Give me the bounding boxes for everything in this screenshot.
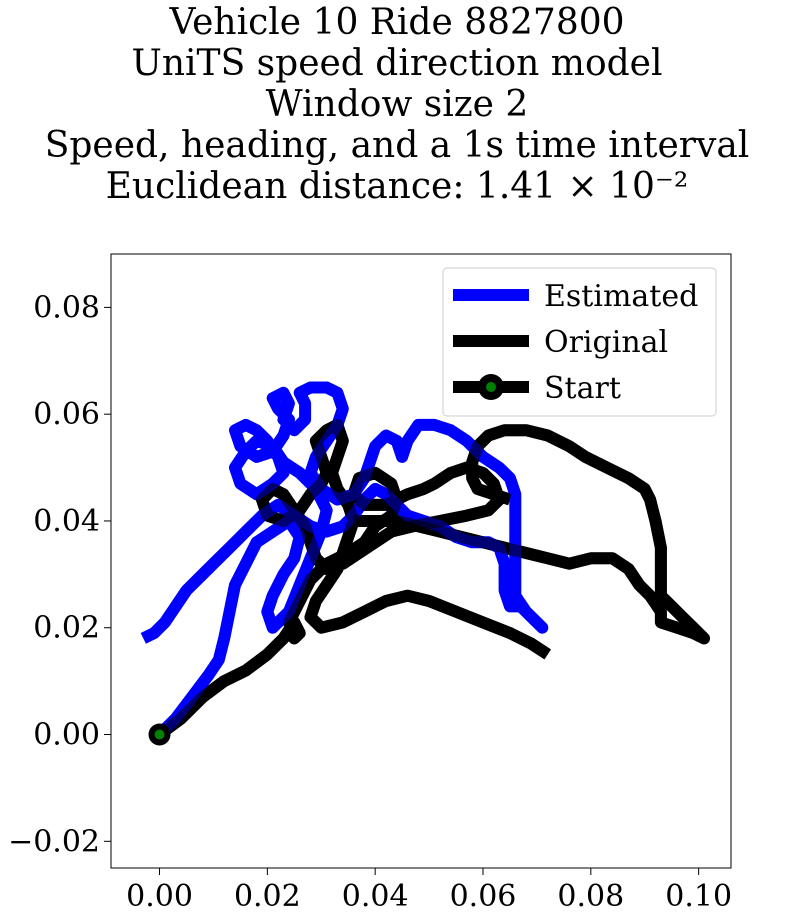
- axes-layer: 0.00 0.02 0.04 0.06 0.08 0.10 −0.02 0.00 0.02 0.0…: [8, 290, 732, 914]
- title-line-5: Euclidean distance: 1.41 × 10⁻²: [105, 166, 689, 207]
- legend-box: [442, 267, 717, 417]
- y-tick-label: 0.06: [33, 397, 100, 432]
- title-line-4: Speed, heading, and a 1s time interval: [44, 125, 750, 166]
- y-tick-label: 0.04: [33, 504, 100, 539]
- series-line-overlay-1: [155, 418, 551, 740]
- series-layer: [140, 381, 710, 746]
- y-tick-label: 0.08: [33, 290, 100, 325]
- legend-label: Estimated: [544, 279, 698, 314]
- x-tick-label: 0.08: [557, 879, 624, 914]
- y-tick-label: 0.02: [33, 611, 100, 646]
- legend-label: Start: [544, 371, 621, 406]
- x-tick-label: 0.04: [342, 879, 409, 914]
- x-tick-label: 0.06: [450, 879, 517, 914]
- chart-title: Vehicle 10 Ride 8827800 UniTS speed dire…: [0, 2, 794, 207]
- x-tick-label: 0.00: [126, 879, 193, 914]
- title-line-1: Vehicle 10 Ride 8827800: [169, 2, 625, 43]
- y-tick-label: −0.02: [8, 824, 100, 859]
- title-line-2: UniTS speed direction model: [131, 43, 663, 84]
- y-tick-label: 0.00: [33, 718, 100, 753]
- title-line-3: Window size 2: [265, 84, 529, 125]
- series-line-estimated-0: [140, 381, 549, 739]
- x-tick-label: 0.02: [234, 879, 301, 914]
- start-marker-point: [154, 729, 165, 740]
- legend: Estimated Original Start: [442, 267, 717, 417]
- legend-label: Original: [544, 325, 668, 360]
- x-tick-label: 0.10: [665, 879, 732, 914]
- series-line-overlay-2: [353, 424, 710, 645]
- plot-frame: [110, 253, 732, 869]
- legend-start-point: [486, 382, 496, 392]
